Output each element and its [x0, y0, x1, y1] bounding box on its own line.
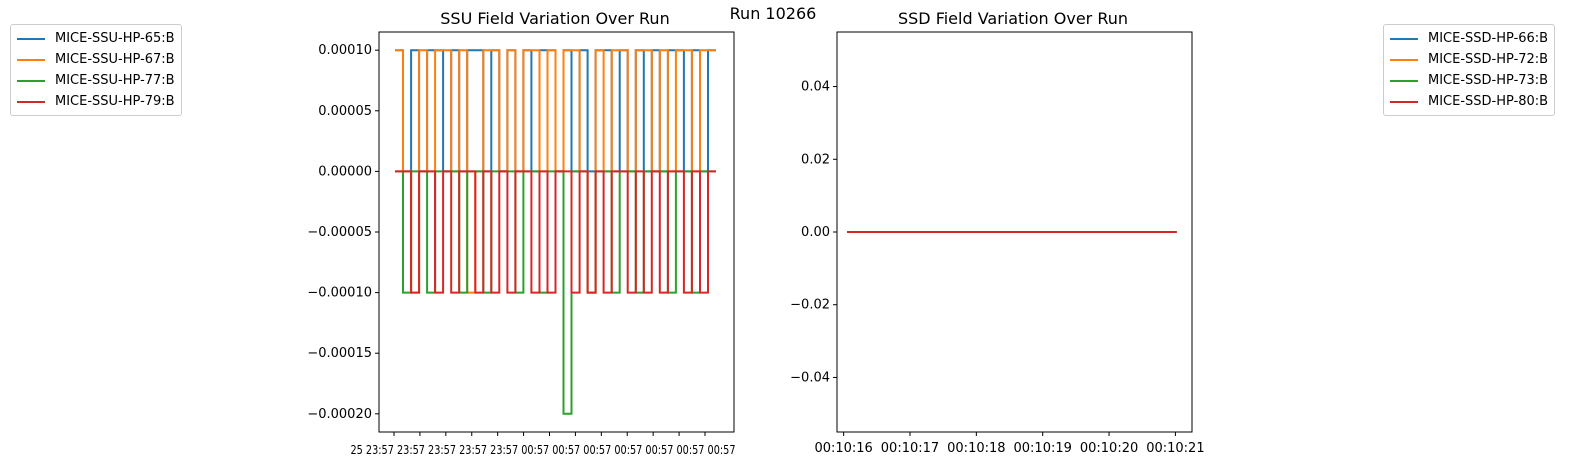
ssd-y-tick-label: 0.00	[801, 225, 830, 240]
ssu-legend-label: MICE-SSU-HP-77:B	[55, 73, 175, 88]
legend-line-swatch-icon	[1390, 37, 1418, 40]
ssd-y-tick-label: 0.04	[801, 80, 830, 95]
ssd-y-tick-label: 0.02	[801, 152, 830, 167]
ssd-x-tick-label: 00:10:16	[814, 441, 872, 456]
ssu-y-tick-label: −0.00020	[307, 407, 372, 422]
ssu-legend-label: MICE-SSU-HP-67:B	[55, 52, 175, 67]
ssd-legend-item: MICE-SSD-HP-66:B	[1390, 28, 1548, 49]
legend-line-swatch-icon	[1390, 100, 1418, 103]
ssu-series-group	[395, 49, 716, 415]
legend-line-swatch-icon	[17, 37, 45, 40]
ssu-legend-label: MICE-SSU-HP-65:B	[55, 31, 175, 46]
ssu-series-mice-ssu-hp-67-b	[395, 49, 716, 294]
ssu-legend-item: MICE-SSU-HP-65:B	[17, 28, 175, 49]
ssu-legend-item: MICE-SSU-HP-79:B	[17, 91, 175, 112]
ssd-legend-label: MICE-SSD-HP-73:B	[1428, 73, 1549, 88]
legend-line-swatch-icon	[1390, 79, 1418, 82]
ssd-x-tick-label: 00:10:17	[881, 441, 939, 456]
ssd-legend-item: MICE-SSD-HP-80:B	[1390, 91, 1548, 112]
ssu-x-tick-labels: 25 23:57 23:57 23:57 23:57 23:57 00:57 0…	[351, 443, 736, 457]
ssd-plot-frame	[836, 31, 1193, 433]
ssu-legend-label: MICE-SSU-HP-79:B	[55, 94, 175, 109]
ssd-legend: MICE-SSD-HP-66:B MICE-SSD-HP-72:B MICE-S…	[1383, 24, 1556, 116]
ssu-y-tick-label: −0.00005	[307, 225, 372, 240]
ssu-series-mice-ssu-hp-79-b	[395, 170, 716, 294]
legend-line-swatch-icon	[1390, 58, 1418, 61]
figure-suptitle: Run 10266	[730, 4, 817, 23]
ssd-chart-title: SSD Field Variation Over Run	[898, 9, 1128, 28]
ssd-x-tick-label: 00:10:20	[1080, 441, 1138, 456]
ssu-legend: MICE-SSU-HP-65:B MICE-SSU-HP-67:B MICE-S…	[10, 24, 182, 116]
ssd-legend-item: MICE-SSD-HP-72:B	[1390, 49, 1548, 70]
ssd-x-tick-label: 00:10:19	[1014, 441, 1072, 456]
ssd-x-tick-label: 00:10:21	[1146, 441, 1204, 456]
ssu-x-ticks	[393, 432, 706, 436]
ssd-legend-item: MICE-SSD-HP-73:B	[1390, 70, 1548, 91]
ssu-y-ticks: 0.00010 0.00005 0.00000 −0.00005 −0.00010 −0.…	[307, 43, 379, 422]
ssd-legend-label: MICE-SSD-HP-66:B	[1428, 31, 1549, 46]
ssu-chart-title: SSU Field Variation Over Run	[440, 9, 669, 28]
ssu-legend-item: MICE-SSU-HP-77:B	[17, 70, 175, 91]
ssu-y-tick-label: 0.00010	[318, 43, 372, 58]
ssu-plot-frame	[378, 31, 735, 433]
legend-line-swatch-icon	[17, 58, 45, 61]
ssd-x-tick-label: 00:10:18	[947, 441, 1005, 456]
ssu-y-tick-label: 0.00000	[318, 164, 372, 179]
ssu-legend-item: MICE-SSU-HP-67:B	[17, 49, 175, 70]
ssd-legend-label: MICE-SSD-HP-80:B	[1428, 94, 1549, 109]
ssd-y-tick-label: −0.02	[790, 298, 830, 313]
ssd-y-tick-label: −0.04	[790, 370, 830, 385]
ssu-y-tick-label: −0.00015	[307, 346, 372, 361]
ssu-y-tick-label: 0.00005	[318, 104, 372, 119]
ssd-legend-label: MICE-SSD-HP-72:B	[1428, 52, 1549, 67]
ssd-chart: SSD Field Variation Over Run 0.040.020.0…	[790, 9, 1204, 456]
ssu-y-tick-label: −0.00010	[307, 286, 372, 301]
ssd-x-ticks: 00:10:16 00:10:17 00:10:18 00:10:19 00:10:20…	[814, 432, 1205, 456]
ssu-chart: SSU Field Variation Over Run 0.000100.00…	[307, 9, 735, 457]
ssd-y-ticks: 0.04 0.02 0.00 −0.02 −0.04	[790, 80, 837, 385]
legend-line-swatch-icon	[17, 79, 45, 82]
legend-line-swatch-icon	[17, 100, 45, 103]
